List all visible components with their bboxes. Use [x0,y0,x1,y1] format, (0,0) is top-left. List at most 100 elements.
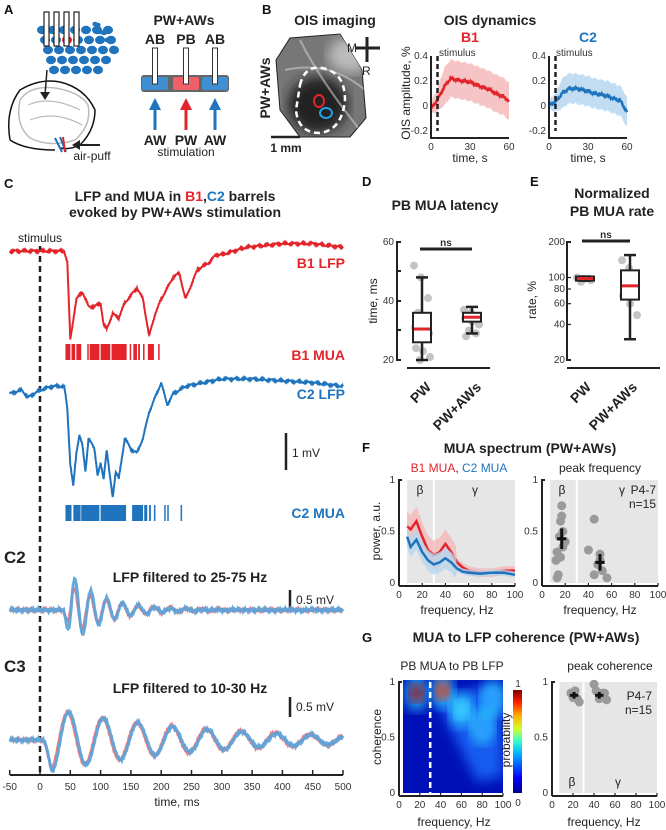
peak-frequency-point [589,570,599,580]
peak-beta-label: β [559,483,566,497]
barrel [101,55,111,65]
orientation-cross: M R [347,37,380,78]
heatmap-hotspot [454,700,469,719]
ois-dynamics-title: OIS dynamics [444,12,537,28]
heatmap-hotspot [435,681,450,700]
barrel-map-diagram [37,11,119,75]
barrel-label: PB [176,31,195,47]
time-tick-label: 100 [92,782,109,793]
rate-yaxis [566,241,571,361]
coherence-ytick-label: 0 [389,788,395,799]
peak-frequency-ytick-label: 0.5 [524,527,538,538]
heatmap-hotspot [475,717,490,736]
panel-b: B OIS imaging PW+AWs 1 mm M R OIS dynami… [257,2,633,165]
stimulation-title: PW+AWs [153,12,214,28]
ois-xtick: 60 [503,142,515,153]
pointer-arrow [44,69,48,96]
ois-xtick: 30 [582,142,594,153]
heatmap-hotspot [409,684,424,703]
panel-label-g: G [362,630,372,645]
peak-frequency-xtick-label: 60 [606,590,618,601]
barrel-label: AB [205,31,225,47]
barrel [95,22,101,28]
time-axis-label: time, ms [154,795,199,809]
c2-mua-burst [180,505,183,521]
rate-significance: ns [600,230,612,241]
barrel [107,38,113,44]
ois-mean-line [547,84,629,113]
stimulation-label: stimulation [157,145,214,159]
c2-mua-burst [73,505,81,521]
barrel [113,46,119,52]
coherence-heatmap-title: PB MUA to PB LFP [400,659,503,673]
time-tick-label: 300 [213,782,230,793]
panel-label-a: A [4,2,14,17]
barrel [90,55,100,65]
panel-label-b: B [262,2,271,17]
electrode [212,47,218,85]
peak-coherence-xtick-label: 80 [630,800,642,811]
panel-c-title-line1: LFP and MUA in B1,C2 barrels [75,188,276,204]
airpuff-label: air-puff [73,149,111,163]
lfp-traces [8,239,345,773]
peak-frequency-point [589,514,599,524]
coherence-xtick-label: 60 [456,800,468,811]
rate-cat-pw: PW [567,378,595,406]
ois-ylabel: OIS amplitude, % [399,46,413,140]
b1-mua-burst [111,344,127,360]
time-tick-label: -50 [2,782,17,793]
peak-coherence-title: peak coherence [567,659,653,673]
peak-coherence-axes [551,681,657,797]
latency-significance: ns [440,238,452,249]
ois-ytick: 0.2 [414,76,428,87]
coherence-xtick-label: 40 [435,800,447,811]
c2-mua-burst [81,505,100,521]
peak-coherence-xtick-label: 100 [649,800,666,811]
peak-frequency-point [556,516,566,526]
peak-coherence-xtick-label: 40 [588,800,600,811]
panel-label-c3: C3 [4,657,26,676]
colorbar [513,690,522,793]
panel-c-title-line2: evoked by PW+AWs stimulation [69,204,281,220]
spectrum-xtick-label: 40 [440,590,452,601]
b1-mua-burst [138,344,140,360]
ois-sd-band [549,72,627,128]
c2-mua-burst [65,505,72,521]
b1-mua-burst [143,344,145,360]
b1-mua-burst [65,344,71,360]
latency-point [412,344,420,353]
latency-yaxis [396,241,401,361]
beta-band-label: β [417,483,424,497]
ois-xtick: 60 [621,142,633,153]
f-age-label: P4-7 [631,483,657,497]
panel-d: D PB MUA latency time, ms 60 40 20 ns PW… [362,174,499,433]
rate-ylabel: rate, % [525,281,539,319]
time-tick-label: 250 [183,782,200,793]
barrel [57,55,67,65]
barrel [79,55,89,65]
electrode [152,47,158,85]
latency-cat-pw: PW [407,378,435,406]
b1-lfp-trace [8,239,344,340]
latency-ytick: 20 [383,355,395,366]
panel-e: E Normalized PB MUA rate rate, % 200 1008… [525,174,660,433]
rate-ytick: 200 [548,237,565,248]
latency-title: PB MUA latency [392,197,499,213]
spectrum-xtick-label: 100 [507,590,524,601]
barrel [87,45,97,55]
c2-mua-label: C2 MUA [291,505,345,521]
peak-coherence-ytick-label: 1 [542,677,548,688]
b1-mua-burst [100,344,111,360]
b1-mua-burst [71,344,76,360]
peak-frequency-axes [541,479,658,587]
panel-f: F MUA spectrum (PW+AWs) B1 MUA, C2 MUA p… [362,440,666,617]
ois-xtick: 30 [464,142,476,153]
rate-ytick: 40 [554,319,566,330]
ois-ytick: 0.4 [532,51,546,62]
barrel [46,55,56,65]
ois-mean-line [430,75,510,110]
c2-filtered-title: LFP filtered to 25-75 Hz [113,569,268,585]
ois-axes [548,56,627,139]
arrow-head [180,98,192,110]
